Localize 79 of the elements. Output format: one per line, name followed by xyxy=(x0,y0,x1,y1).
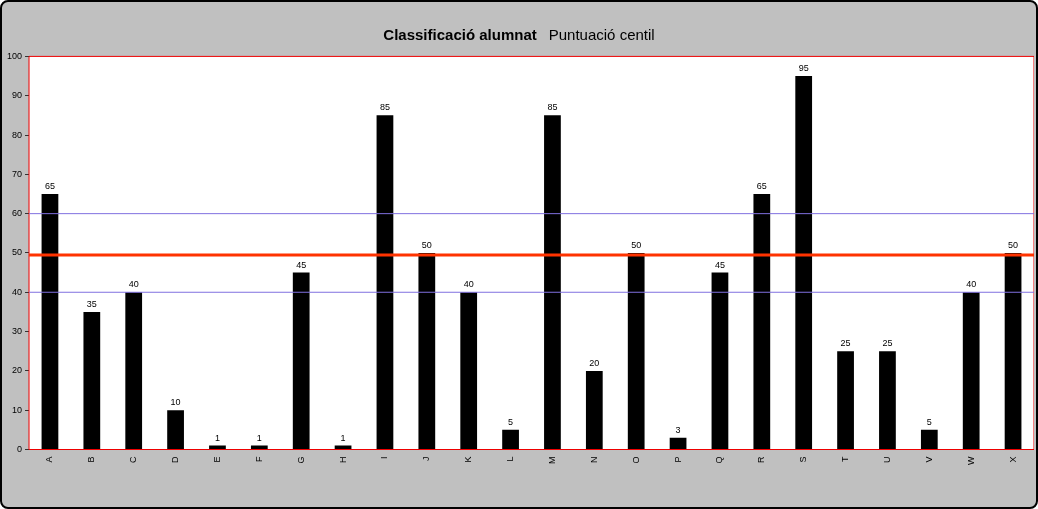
x-tick-label: U xyxy=(881,456,892,464)
x-tick-label: T xyxy=(840,456,851,463)
y-tick-label: 60 xyxy=(12,208,23,219)
x-tick-label: M xyxy=(546,456,557,465)
y-tick-label: 100 xyxy=(6,50,23,61)
x-tick-label: N xyxy=(588,456,599,464)
data-label: 50 xyxy=(631,239,642,250)
data-label: 65 xyxy=(44,180,55,191)
y-tick-label: 50 xyxy=(12,247,23,258)
x-tick-label: O xyxy=(630,456,641,464)
data-label: 20 xyxy=(589,357,600,368)
bar xyxy=(544,115,561,450)
bar xyxy=(460,292,478,450)
x-tick-label: A xyxy=(44,456,55,463)
y-tick-label: 10 xyxy=(12,404,23,415)
x-tick-label: J xyxy=(421,456,432,462)
bar xyxy=(41,193,59,450)
data-label: 1 xyxy=(214,432,220,443)
data-label: 1 xyxy=(340,432,346,443)
data-label: 25 xyxy=(882,338,893,349)
bar xyxy=(502,429,519,450)
x-tick-label: F xyxy=(253,456,264,463)
y-tick-label: 80 xyxy=(12,129,23,140)
data-label: 5 xyxy=(926,416,932,427)
x-tick-label: I xyxy=(379,456,390,460)
x-tick-label: D xyxy=(170,456,181,464)
x-tick-label: B xyxy=(86,456,97,463)
x-tick-label: E xyxy=(211,456,222,463)
bar xyxy=(879,351,896,450)
data-label: 85 xyxy=(379,102,390,113)
x-tick-label: S xyxy=(798,456,809,463)
x-tick-label: C xyxy=(128,456,139,464)
x-tick-label: X xyxy=(1007,456,1018,463)
x-tick-label: W xyxy=(965,456,976,466)
x-tick-label: Q xyxy=(714,456,725,464)
data-label: 25 xyxy=(840,338,851,349)
chart-title: Classificació alumnat xyxy=(383,26,537,43)
bar xyxy=(167,410,184,450)
y-tick-label: 40 xyxy=(12,286,23,297)
bar xyxy=(83,311,101,450)
x-tick-label: H xyxy=(337,456,348,464)
data-label: 50 xyxy=(421,239,432,250)
bar xyxy=(292,272,310,450)
data-label: 40 xyxy=(966,279,977,290)
chart-subtitle: Puntuació centil xyxy=(548,26,655,43)
data-label: 3 xyxy=(675,424,681,435)
bar xyxy=(711,272,729,450)
x-tick-label: L xyxy=(505,456,516,462)
x-tick-label: K xyxy=(463,456,474,463)
bar xyxy=(585,370,603,450)
data-label: 50 xyxy=(1008,239,1019,250)
y-tick-label: 0 xyxy=(17,443,23,454)
bar xyxy=(376,115,394,450)
data-label: 45 xyxy=(296,259,307,270)
data-label: 35 xyxy=(86,298,97,309)
bar xyxy=(753,193,771,450)
y-tick-label: 70 xyxy=(12,168,23,179)
x-tick-label: P xyxy=(672,456,683,463)
bar xyxy=(837,351,854,450)
x-tick-label: G xyxy=(295,456,306,464)
data-label: 65 xyxy=(756,180,767,191)
bar xyxy=(920,429,938,450)
data-label: 40 xyxy=(463,279,474,290)
y-tick-label: 90 xyxy=(12,90,23,101)
bar xyxy=(795,76,813,450)
data-label: 40 xyxy=(128,279,139,290)
bar xyxy=(669,437,687,450)
x-tick-label: V xyxy=(923,456,934,463)
bar xyxy=(125,292,143,450)
data-label: 1 xyxy=(256,432,262,443)
data-label: 45 xyxy=(714,259,725,270)
y-tick-label: 30 xyxy=(12,326,23,337)
data-label: 95 xyxy=(798,63,809,74)
bar xyxy=(962,292,980,450)
data-label: 5 xyxy=(508,416,514,427)
data-label: 10 xyxy=(170,397,181,408)
data-label: 85 xyxy=(547,102,558,113)
y-tick-label: 20 xyxy=(12,365,23,376)
x-tick-label: R xyxy=(756,456,767,464)
